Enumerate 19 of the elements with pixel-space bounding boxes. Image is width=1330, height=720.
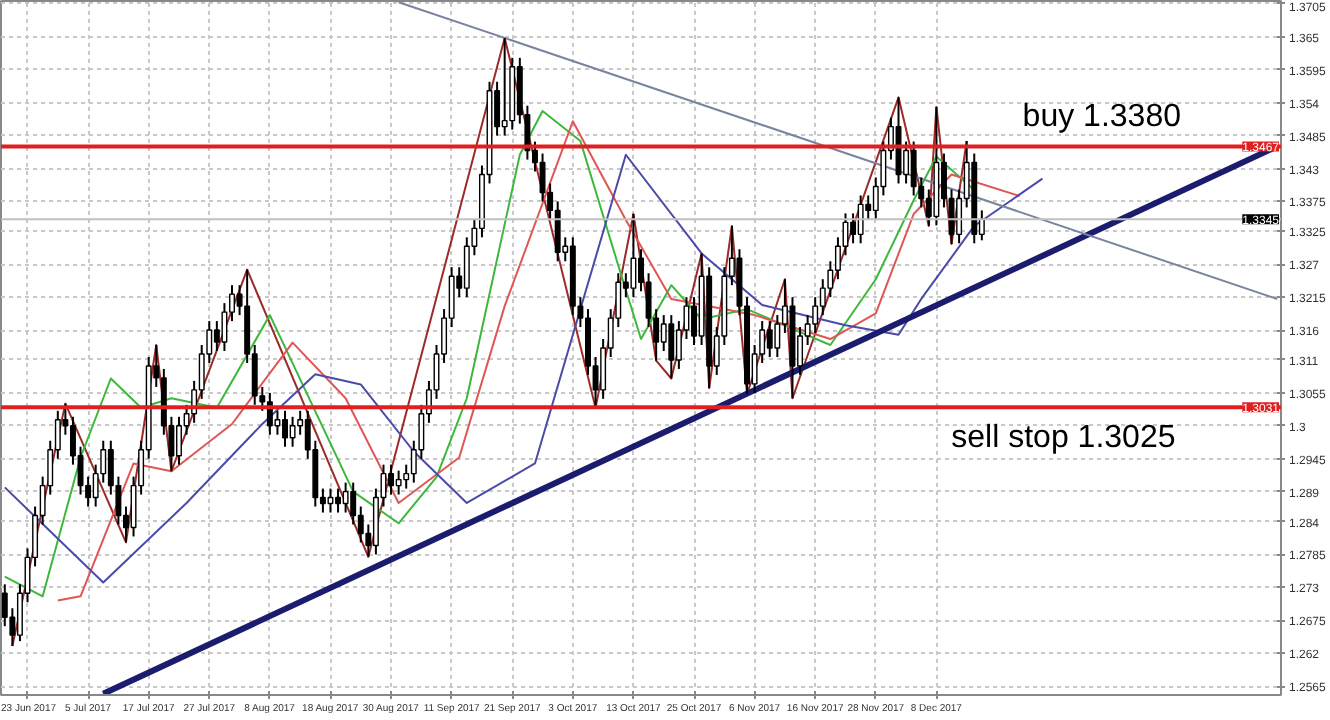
candlestick bbox=[395, 469, 402, 496]
candlestick bbox=[766, 320, 773, 358]
candlestick bbox=[388, 463, 395, 496]
candlestick bbox=[857, 194, 864, 245]
candlestick bbox=[289, 415, 296, 448]
candlestick bbox=[335, 487, 342, 514]
candlestick bbox=[327, 487, 334, 514]
candlestick bbox=[668, 314, 675, 380]
candlestick bbox=[554, 200, 561, 263]
ref-line-label: sell stop 1.3025 bbox=[951, 421, 1176, 456]
candlestick bbox=[274, 409, 281, 436]
candlestick bbox=[850, 212, 857, 245]
candlestick bbox=[342, 481, 349, 514]
candlestick bbox=[176, 415, 182, 466]
candlestick bbox=[350, 481, 357, 526]
ref-line-label: buy 1.3380 bbox=[1022, 100, 1182, 135]
candlestick bbox=[501, 37, 508, 137]
candlestick bbox=[630, 212, 637, 299]
candlestick bbox=[282, 409, 288, 448]
